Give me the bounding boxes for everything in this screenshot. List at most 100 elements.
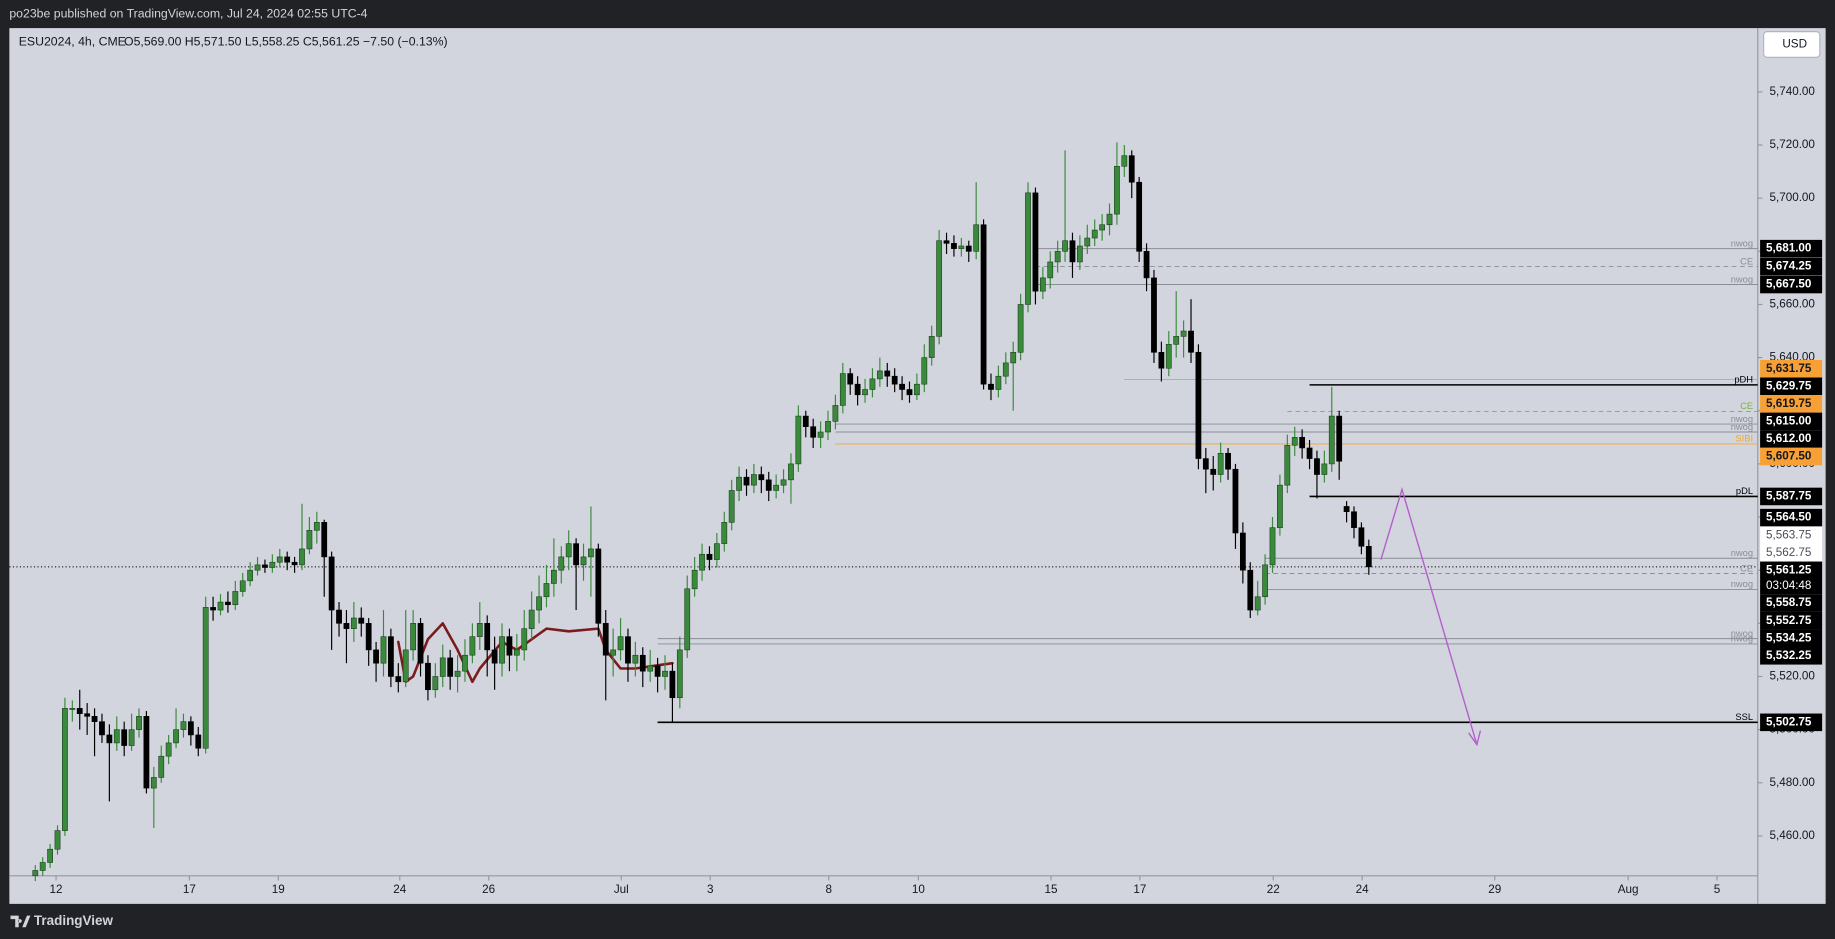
candle-body bbox=[1321, 463, 1328, 475]
candle-body bbox=[106, 734, 113, 744]
price-label: 5,607.50 bbox=[1766, 450, 1812, 463]
candle-body bbox=[691, 569, 698, 590]
level-tag: nwog bbox=[1731, 422, 1753, 432]
price-label: 5,612.00 bbox=[1766, 432, 1812, 445]
candle-body bbox=[721, 522, 728, 544]
x-tick-label: 10 bbox=[912, 883, 925, 896]
candle-body bbox=[99, 721, 105, 736]
price-label: 5,674.25 bbox=[1766, 260, 1812, 273]
candle-body bbox=[536, 596, 542, 611]
candle-body bbox=[313, 522, 320, 531]
candle-body bbox=[965, 245, 972, 252]
candle-body bbox=[432, 676, 439, 691]
candle-body bbox=[506, 636, 513, 656]
candle-body bbox=[736, 476, 742, 491]
candle-body bbox=[262, 564, 268, 568]
candle-body bbox=[439, 657, 446, 677]
candle-body bbox=[247, 569, 254, 582]
price-label-box bbox=[1760, 713, 1823, 732]
candle-body bbox=[76, 708, 83, 714]
candle-body bbox=[765, 479, 772, 491]
currency-label[interactable]: USD bbox=[1782, 38, 1807, 51]
currency-button[interactable] bbox=[1763, 31, 1821, 58]
candle-body bbox=[1128, 155, 1135, 183]
candle-body bbox=[662, 670, 668, 677]
candle-body bbox=[1180, 330, 1187, 337]
price-label-box bbox=[1760, 508, 1823, 527]
candle-body bbox=[988, 383, 994, 390]
candle-body bbox=[817, 431, 824, 438]
candle-body bbox=[588, 548, 594, 558]
candle-body bbox=[780, 479, 787, 486]
candle-body bbox=[1032, 192, 1039, 292]
candle-body bbox=[395, 676, 402, 683]
level-tag: CE bbox=[1740, 401, 1753, 411]
candle-body bbox=[1017, 304, 1024, 353]
candle-body bbox=[469, 636, 476, 656]
candle-body bbox=[810, 426, 817, 438]
price-label: 5,631.75 bbox=[1766, 362, 1812, 375]
candle-body bbox=[239, 580, 246, 592]
candle-body bbox=[943, 240, 950, 244]
candle-body bbox=[150, 777, 157, 789]
candle-body bbox=[980, 224, 987, 385]
y-tick-label: 5,720.00 bbox=[1769, 138, 1815, 151]
candle-body bbox=[958, 245, 965, 249]
candle-body bbox=[869, 378, 876, 390]
price-label: 5,667.50 bbox=[1766, 278, 1812, 291]
candle-body bbox=[1254, 596, 1261, 611]
tradingview-logo: TradingView bbox=[10, 913, 113, 928]
price-label-box bbox=[1760, 430, 1823, 448]
candle-body bbox=[610, 649, 617, 656]
candle-body bbox=[202, 607, 209, 749]
price-label: 5,552.75 bbox=[1766, 614, 1812, 627]
candle-body bbox=[669, 670, 676, 699]
x-tick-label: 24 bbox=[393, 883, 406, 896]
candle-body bbox=[447, 657, 454, 677]
candle-body bbox=[1047, 261, 1054, 279]
candle-body bbox=[276, 556, 283, 563]
publisher-header: po23be published on TradingView.com, Jul… bbox=[9, 6, 367, 20]
candle-body bbox=[1143, 251, 1150, 279]
candle-body bbox=[825, 421, 831, 433]
candle-body bbox=[684, 588, 691, 651]
candle-body bbox=[69, 708, 76, 710]
candle-body bbox=[158, 755, 165, 778]
price-label-box bbox=[1760, 611, 1823, 630]
candle-body bbox=[906, 389, 913, 396]
price-label: 5,563.75 bbox=[1766, 528, 1812, 541]
chart-area bbox=[9, 28, 1826, 904]
price-label: 5,558.75 bbox=[1766, 596, 1812, 609]
candle-body bbox=[1358, 527, 1365, 547]
candle-body bbox=[1106, 213, 1113, 226]
candle-body bbox=[751, 474, 757, 486]
price-label-box bbox=[1760, 561, 1823, 595]
price-label-box bbox=[1760, 377, 1823, 396]
ohlc-legend: O5,569.00 H5,571.50 L5,558.25 C5,561.25 … bbox=[124, 34, 448, 48]
x-tick-label: 22 bbox=[1267, 883, 1280, 896]
price-label: 5,532.25 bbox=[1766, 649, 1812, 662]
candle-body bbox=[113, 729, 120, 744]
price-label-box bbox=[1760, 359, 1823, 378]
candle-body bbox=[1343, 506, 1350, 513]
candle-body bbox=[180, 721, 187, 730]
candle-body bbox=[54, 830, 61, 850]
candle-body bbox=[795, 415, 802, 465]
candle-body bbox=[1069, 240, 1076, 263]
level-tag: SSL bbox=[1735, 712, 1753, 722]
price-label-box bbox=[1760, 487, 1823, 506]
symbol-legend: ESU2024, 4h, CME bbox=[19, 34, 126, 48]
candle-body bbox=[647, 665, 654, 672]
candle-body bbox=[706, 553, 713, 560]
price-label-box bbox=[1760, 647, 1823, 665]
level-tag: CE bbox=[1740, 563, 1753, 573]
level-tag: nwog bbox=[1731, 548, 1753, 558]
price-label-box bbox=[1760, 447, 1823, 466]
candle-body bbox=[1114, 165, 1120, 215]
candle-body bbox=[1010, 351, 1017, 364]
candle-body bbox=[573, 543, 579, 566]
price-label-box bbox=[1760, 629, 1823, 648]
candle-body bbox=[728, 490, 735, 523]
candle-body bbox=[884, 370, 891, 377]
logo-mark bbox=[10, 915, 31, 928]
